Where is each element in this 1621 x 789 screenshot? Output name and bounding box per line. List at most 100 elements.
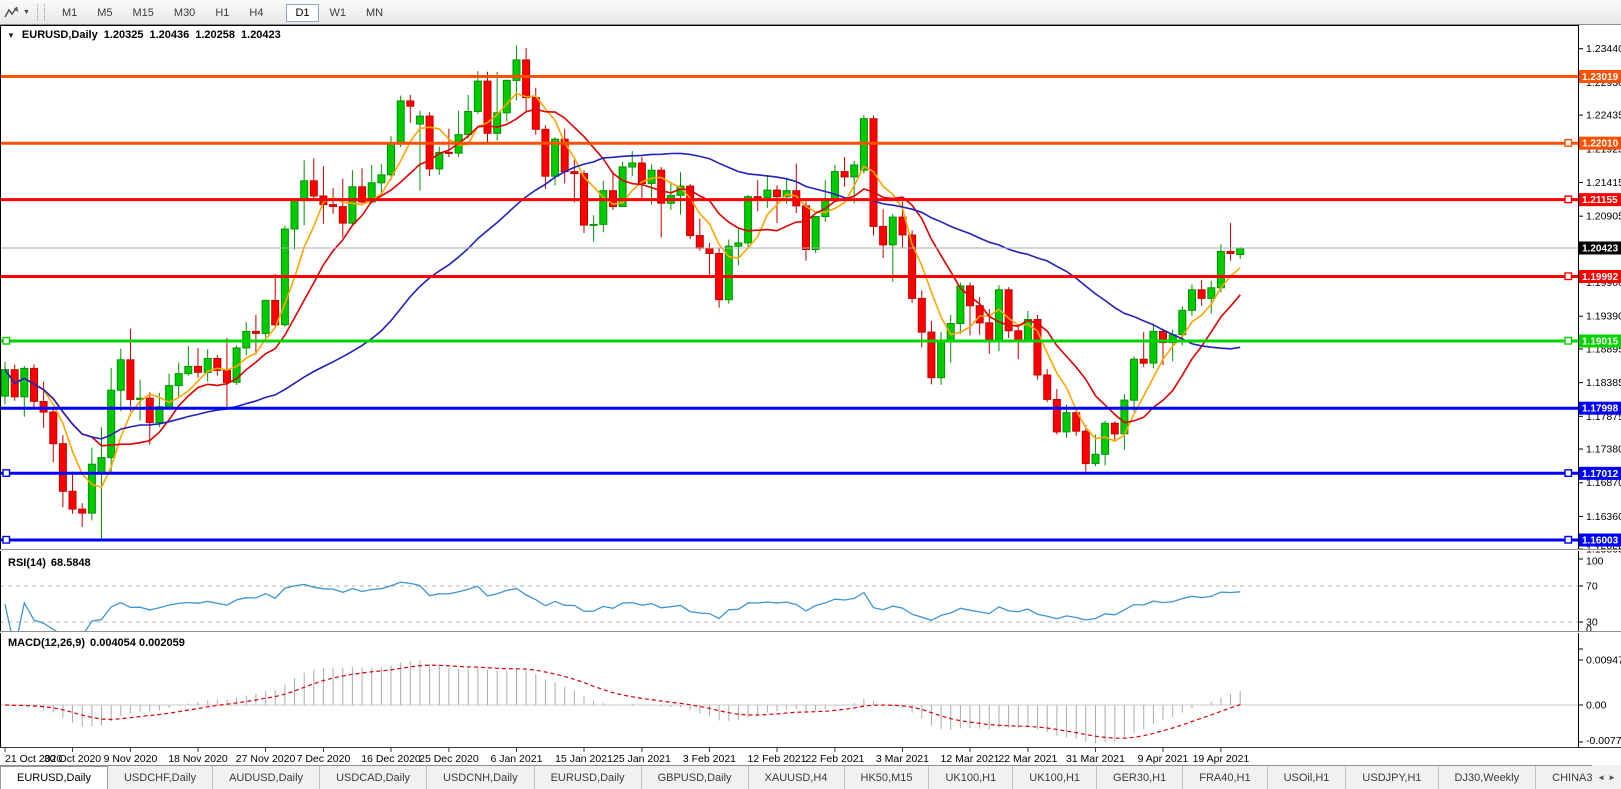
price-tag-1.17998: 1.17998 xyxy=(1582,404,1619,415)
hline-anchor-marker xyxy=(1564,535,1573,544)
tf-button-M5[interactable]: M5 xyxy=(97,7,113,19)
hline-1.22010[interactable] xyxy=(0,138,1578,147)
rsi-line xyxy=(4,581,1241,631)
tab-USDCHF-Daily[interactable]: USDCHF,Daily xyxy=(108,766,214,789)
candles-layer xyxy=(1,45,1245,539)
ohlc-high: 1.20436 xyxy=(149,29,190,41)
tf-button-D1[interactable]: D1 xyxy=(286,4,319,22)
tab-USDCAD-Daily[interactable]: USDCAD,Daily xyxy=(320,766,428,789)
ohlc-close: 1.20423 xyxy=(241,29,281,41)
hline-anchor-marker xyxy=(1564,195,1573,204)
date-label: 30 Oct 2020 xyxy=(44,753,101,765)
price-tick-label: 1.20905 xyxy=(1586,211,1621,223)
date-label: 16 Dec 2020 xyxy=(361,753,421,765)
tab-USDJPY-H1[interactable]: USDJPY,H1 xyxy=(1346,766,1439,789)
tf-button-M1[interactable]: M1 xyxy=(61,7,78,19)
hline-1.16003[interactable] xyxy=(0,535,1578,544)
price-tick-label: 1.19390 xyxy=(1586,311,1621,323)
tab-DJ30-Weekly[interactable]: DJ30,Weekly xyxy=(1439,766,1537,789)
hline-1.19015[interactable] xyxy=(0,336,1578,345)
tf-button-W1[interactable]: W1 xyxy=(329,7,347,19)
date-label: 27 Nov 2020 xyxy=(236,753,296,765)
date-label: 31 Mar 2021 xyxy=(1066,753,1125,765)
date-label: 18 Nov 2020 xyxy=(168,753,228,765)
tf-button-M30[interactable]: M30 xyxy=(173,7,196,19)
macd-panel xyxy=(0,660,1578,744)
price-tick-label: 1.23440 xyxy=(1586,43,1621,55)
date-label: 6 Jan 2021 xyxy=(490,753,542,765)
tab-HK50-M15[interactable]: HK50,M15 xyxy=(845,766,930,789)
rsi-label: RSI(14) 68.5848 xyxy=(8,557,91,569)
date-label: 7 Dec 2020 xyxy=(297,753,351,765)
macd-label: MACD(12,26,9) 0.004054 0.002059 xyxy=(8,637,185,649)
tab-UK100-H1[interactable]: UK100,H1 xyxy=(929,766,1014,789)
symbol-dropdown-icon[interactable]: ▼ xyxy=(7,30,15,40)
price-tag-1.20423: 1.20423 xyxy=(1582,244,1619,255)
hline-1.19992[interactable] xyxy=(0,272,1578,281)
ohlc-open: 1.20325 xyxy=(103,29,144,41)
tab-scroll-right-icon[interactable]: ► xyxy=(1608,772,1616,782)
price-tick-label: 1.18385 xyxy=(1586,377,1621,389)
price-tick-label: 1.17380 xyxy=(1586,444,1621,456)
toolbar: ▼ M1 M5 M15 M30 H1 H4 D1 W1 MN xyxy=(0,0,1621,25)
price-tag-1.22010: 1.22010 xyxy=(1582,139,1619,150)
date-label: 21 Oct 2020 xyxy=(5,753,62,765)
tf-button-H4[interactable]: H4 xyxy=(249,7,264,19)
date-label: 12 Mar 2021 xyxy=(941,753,1000,765)
tab-EURUSD-Daily[interactable]: EURUSD,Daily xyxy=(0,766,108,789)
ma-34-line xyxy=(4,152,1241,440)
tab-USDCNH-Daily[interactable]: USDCNH,Daily xyxy=(427,766,535,789)
price-tick-label: 1.16870 xyxy=(1586,477,1621,489)
macd-axis-label: 0.00 xyxy=(1586,700,1607,712)
macd-axis: 0.009478 0.00 -0.007778 xyxy=(1578,654,1621,747)
macd-histogram xyxy=(14,660,1241,744)
price-tags: 1.23019 1.22010 1.21155 1.19992 1.19015 1.179… xyxy=(1578,70,1621,547)
date-label: 25 Dec 2020 xyxy=(419,753,479,765)
hline-1.17012[interactable] xyxy=(0,469,1578,477)
tf-button-M15[interactable]: M15 xyxy=(132,7,154,19)
date-label: 9 Nov 2020 xyxy=(104,753,158,765)
tab-scroll-left-icon[interactable]: ◄ xyxy=(1597,772,1606,782)
tab-UK100-H1[interactable]: UK100,H1 xyxy=(1013,766,1098,789)
date-label: 22 Mar 2021 xyxy=(998,753,1057,765)
price-tag-1.19015: 1.19015 xyxy=(1582,337,1619,348)
rsi-panel: 100 70 300 xyxy=(0,556,1604,650)
date-label: 15 Jan 2021 xyxy=(555,753,613,765)
date-label: 19 Apr 2021 xyxy=(1193,753,1250,765)
tab-USOil-H1[interactable]: USOil,H1 xyxy=(1268,766,1347,789)
price-tag-1.19992: 1.19992 xyxy=(1582,272,1619,283)
tab-GBPUSD-Daily[interactable]: GBPUSD,Daily xyxy=(642,766,749,789)
price-tag-1.16003: 1.16003 xyxy=(1582,535,1619,546)
tab-GER30-H1[interactable]: GER30,H1 xyxy=(1097,766,1184,789)
rsi-axis-label: 30 xyxy=(1586,617,1598,629)
macd-axis-label: 0.009478 xyxy=(1586,654,1621,666)
price-tag-1.23019: 1.23019 xyxy=(1582,72,1619,83)
date-label: 3 Mar 2021 xyxy=(876,753,929,765)
price-tick-label: 1.16360 xyxy=(1586,511,1621,523)
rsi-axis-label: 0 xyxy=(1586,624,1592,636)
toolbar-grip[interactable] xyxy=(36,3,45,21)
macd-signal-line xyxy=(4,664,1241,739)
tf-button-MN[interactable]: MN xyxy=(366,7,384,19)
dropdown-caret-icon[interactable]: ▼ xyxy=(23,8,30,16)
macd-values: 0.004054 0.002059 xyxy=(90,637,185,649)
timeframe-buttons: M1 M5 M15 M30 H1 H4 D1 W1 MN xyxy=(52,3,393,22)
symbol-label: EURUSD,Daily xyxy=(21,29,98,41)
hline-anchor-marker xyxy=(1564,138,1573,147)
hline-anchor-marker xyxy=(1564,469,1573,477)
ohlc-low: 1.20258 xyxy=(195,29,236,41)
tab-AUDUSD-Daily[interactable]: AUDUSD,Daily xyxy=(213,766,321,789)
hline-1.21155[interactable] xyxy=(0,195,1578,204)
chart-frame xyxy=(0,25,1621,748)
price-tick-label: 1.22435 xyxy=(1586,110,1621,122)
price-tag-1.21155: 1.21155 xyxy=(1582,195,1618,206)
tf-button-H1[interactable]: H1 xyxy=(215,7,230,19)
tab-XAUUSD-H4[interactable]: XAUUSD,H4 xyxy=(749,766,845,789)
price-tick-label: 1.21415 xyxy=(1586,177,1621,189)
tab-EURUSD-Daily[interactable]: EURUSD,Daily xyxy=(535,766,642,789)
tab-FRA40-H1[interactable]: FRA40,H1 xyxy=(1183,766,1268,789)
symbol-tabs: EURUSD,Daily USDCHF,Daily AUDUSD,Daily USDC… xyxy=(0,765,1621,789)
crosshair-tool-icon[interactable] xyxy=(4,2,20,22)
